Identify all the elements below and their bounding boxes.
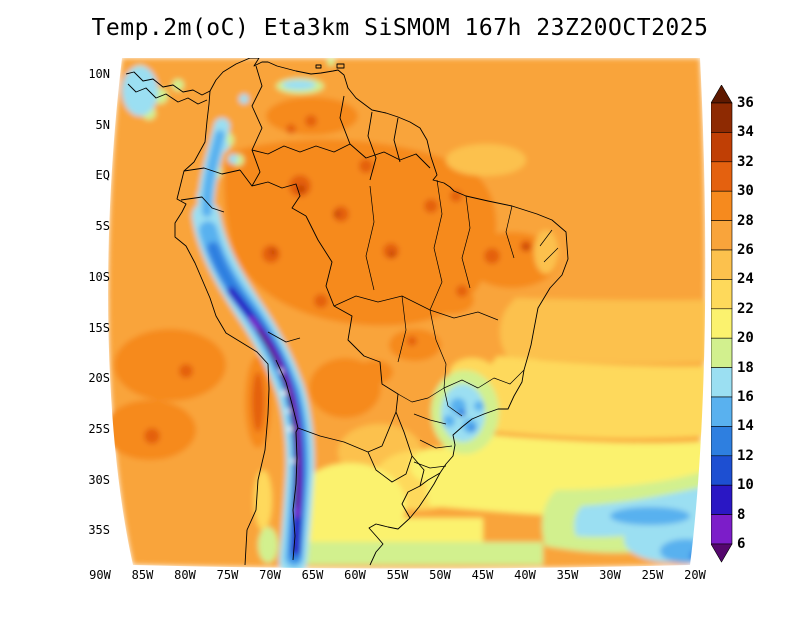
panama-coast [125,71,211,105]
colorbar-tick-label: 32 [737,153,754,170]
map-borders [125,58,569,566]
temp-layer-32-34 [270,185,529,257]
colorbar-tick-label: 8 [737,506,746,523]
lon-label: 85W [131,568,154,582]
state-borders [333,179,559,469]
lat-label: 30S [88,472,110,487]
colorbar-tick-label: 34 [737,124,754,141]
colorbar-tick-label: 36 [737,95,754,111]
island-outlines [315,63,345,69]
colorbar-band [710,190,733,221]
lon-label: 30W [599,568,621,582]
lat-label: 10S [88,269,110,284]
lat-label: 5S [95,219,110,234]
lat-label: 5N [95,117,110,132]
colorbar-band [710,396,733,427]
lat-label: 25S [88,421,110,436]
colorbar-band [710,220,733,251]
lat-label: 20S [88,371,110,386]
lon-label: 35W [556,568,579,582]
colorbar-tick-label: 20 [737,330,754,347]
colorbar-tick-label: 16 [737,389,754,405]
colorbar-tick-label: 10 [737,477,754,494]
colorbar-band [710,455,733,486]
colorbar-band [710,279,733,310]
andes-snow-specks [279,369,295,463]
colorbar-band [710,426,733,457]
colorbar-tick-label: 26 [737,242,754,258]
colorbar-band [710,337,733,368]
coastline [174,58,569,566]
temperature-field [108,58,706,569]
colorbar-tick-label: 22 [737,300,754,317]
colorbar-tick-label: 28 [737,212,754,229]
colorbar [710,84,734,568]
temp-layer-24-26 [338,144,706,480]
colorbar-tick-label: 24 [737,271,754,288]
colorbar-band [710,249,733,280]
lon-label: 20W [684,568,706,582]
andes-core-below-6 [257,329,299,507]
lon-label: 55W [386,568,409,582]
colorbar-band [710,367,733,398]
colorbar-band [710,161,733,192]
lon-label: 65W [301,568,324,582]
colorbar-tick-label: 14 [737,418,754,435]
colorbar-tick-label: 18 [737,359,754,376]
lon-label: 40W [514,568,536,582]
plot-title: Temp.2m(oC) Eta3km SiSMOM 167h 23Z20OCT2… [91,15,709,41]
colorbar-band [710,102,733,133]
lon-label: 70W [259,568,281,582]
colorbar-band [710,308,733,339]
country-borders [180,65,441,561]
colorbar-tick-label: 12 [737,447,754,464]
colorbar-arrow-top [710,84,733,104]
lat-label: 35S [88,523,110,538]
lat-label: 15S [88,320,110,335]
lat-label: EQ [95,168,110,183]
lon-label: 80W [174,568,196,582]
lon-label: 75W [216,568,239,582]
colorbar-band [710,132,733,163]
colorbar-scale [710,84,733,563]
lon-label: 50W [429,568,451,582]
colorbar-band [710,514,733,545]
colorbar-tick-label: 6 [737,536,746,552]
lon-label: 90W [89,568,111,582]
colorbar-band [710,484,733,515]
colorbar-tick-label: 30 [737,183,754,200]
colorbar-arrow-bottom [710,543,733,563]
lat-label: 10N [88,67,110,81]
lon-label: 60W [344,568,366,582]
lon-label: 45W [471,568,494,582]
lon-label: 25W [641,568,664,582]
